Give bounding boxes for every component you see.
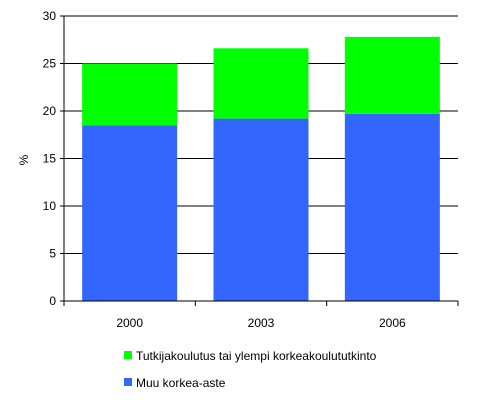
x-tick-label: 2000: [116, 316, 143, 330]
legend-label: Muu korkea-aste: [136, 376, 226, 390]
bar-2000-series-1: [82, 63, 178, 126]
bar-2000-series-0: [82, 125, 178, 301]
y-tick-label: 0: [49, 294, 56, 308]
bar-2006-series-0: [344, 113, 440, 301]
x-tick-labels: 2000 2003 2006: [63, 301, 459, 330]
y-tick-label: 10: [43, 199, 57, 213]
bar-2003-series-0: [213, 118, 309, 301]
x-tick-label: 2006: [379, 316, 406, 330]
y-tick-label: 15: [43, 152, 57, 166]
bar-2006-series-1: [344, 36, 440, 114]
y-axis-label: %: [17, 154, 31, 165]
y-tick-labels: 0 5 10 15 20 25 30: [43, 9, 64, 308]
y-tick-label: 25: [43, 57, 57, 71]
y-tick-label: 30: [43, 9, 57, 23]
legend-swatch: [124, 351, 132, 359]
y-tick-label: 5: [49, 247, 56, 261]
y-tick-label: 20: [43, 104, 57, 118]
bars: [82, 36, 440, 301]
legend: Tutkijakoulutus tai ylempi korkeakoulutu…: [124, 349, 377, 390]
legend-swatch: [124, 378, 132, 386]
legend-label: Tutkijakoulutus tai ylempi korkeakoulutu…: [136, 349, 377, 363]
x-tick-label: 2003: [248, 316, 275, 330]
bar-2003-series-1: [213, 48, 309, 119]
